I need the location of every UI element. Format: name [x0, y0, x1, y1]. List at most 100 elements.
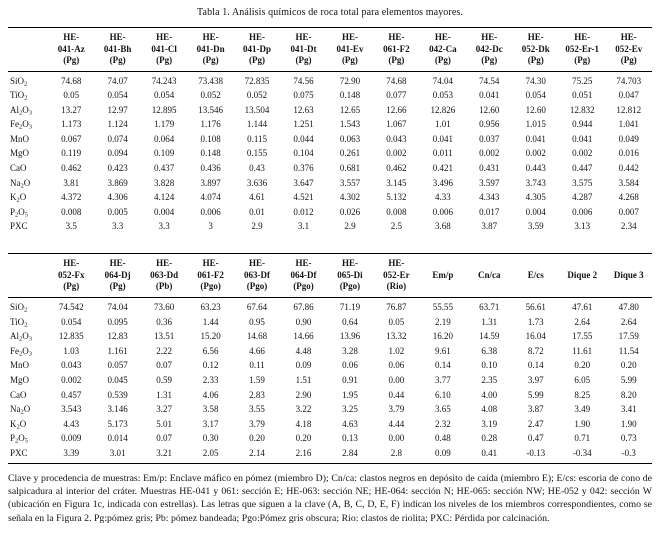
data-cell: 71.19 — [339, 301, 361, 312]
data-cell: 0.094 — [107, 148, 128, 159]
data-cell: 0.12 — [202, 360, 219, 371]
data-cell: 3.49 — [574, 404, 591, 415]
data-cell: 2.90 — [295, 389, 312, 400]
data-cell: 73.438 — [198, 75, 223, 86]
table-row: TiO2 0.05 0.054 0.054 0.052 0.052 0.075 0.148 0.… — [8, 88, 652, 103]
data-cell: 0.052 — [246, 90, 268, 101]
data-cell: 1.01 — [434, 119, 451, 130]
data-cell: 74.68 — [386, 75, 407, 86]
data-cell: 1.067 — [386, 119, 407, 130]
data-cell: 4.06 — [202, 389, 219, 400]
data-cell: 4.074 — [200, 192, 221, 203]
column-header: Cn/ca — [466, 253, 513, 298]
analysis-table-lower: HE- 052-Fx (Pg) HE- 064-Dj (Pg) HE- 063-Dd (Pb) H… — [8, 253, 652, 464]
data-cell: 4.305 — [525, 192, 546, 203]
column-header: Dique 3 — [605, 253, 652, 298]
table-row: P2O5 0.008 0.005 0.004 0.006 0.01 0.012 0.026 0.… — [8, 205, 652, 220]
data-cell: 12.812 — [616, 104, 642, 115]
row-label: MgO — [10, 148, 30, 159]
data-cell: 4.63 — [342, 418, 358, 429]
data-cell: 2.35 — [481, 374, 498, 385]
data-cell: 3.869 — [107, 177, 128, 188]
column-header: HE- 061-F2 (Pgo) — [187, 253, 234, 298]
data-cell: 17.59 — [618, 331, 639, 342]
row-label: K2O — [10, 418, 27, 431]
data-cell: 16.04 — [525, 331, 546, 342]
table-row: CaO 0.462 0.423 0.437 0.436 0.43 0.376 0.681 0.4… — [8, 161, 652, 176]
data-cell: 0.11 — [249, 360, 265, 371]
table-row: Fe2O3 1.03 1.161 2.22 6.56 4.66 4.48 3.28 1.02 9.… — [8, 344, 652, 359]
data-cell: 5.99 — [527, 389, 544, 400]
data-cell: 1.124 — [107, 119, 128, 130]
data-cell: 9.61 — [434, 345, 451, 356]
data-cell: 4.18 — [295, 418, 312, 429]
data-cell: -0.3 — [621, 447, 636, 458]
data-cell: 0.054 — [107, 90, 128, 101]
data-cell: 1.31 — [156, 389, 172, 400]
data-cell: 0.41 — [481, 447, 498, 458]
column-header: Em/p — [419, 253, 467, 298]
data-cell: 1.90 — [620, 418, 637, 429]
data-cell: 0.09 — [295, 360, 312, 371]
data-cell: 74.54 — [479, 75, 500, 86]
row-label: TiO2 — [10, 90, 28, 102]
data-cell: 0.48 — [434, 433, 451, 444]
data-cell: 0.006 — [432, 206, 453, 217]
data-cell: 0.44 — [388, 389, 405, 400]
data-cell: 0.64 — [342, 316, 358, 327]
data-cell: 0.05 — [388, 316, 405, 327]
data-cell: 0.009 — [61, 433, 82, 444]
row-label: MnO — [10, 133, 30, 144]
data-cell: 0.017 — [479, 206, 500, 217]
data-cell: 0.052 — [200, 90, 221, 101]
data-cell: 12.832 — [569, 104, 595, 115]
row-label: Fe2O3 — [10, 119, 32, 131]
data-cell: 3.543 — [61, 404, 82, 415]
data-cell: 0.20 — [249, 433, 265, 444]
data-cell: 3.496 — [432, 177, 453, 188]
data-cell: 0.442 — [618, 163, 639, 174]
data-cell: 16.20 — [432, 331, 453, 342]
data-cell: 12.65 — [339, 104, 361, 115]
data-cell: 4.521 — [293, 192, 314, 203]
data-cell: 0.20 — [574, 360, 591, 371]
header-row: HE- 041-Az (Pg) HE- 041-Bh (Pg) HE- 041-Cl (Pg) H… — [8, 27, 652, 72]
data-cell: 47.80 — [618, 301, 639, 312]
row-label: K2O — [10, 192, 27, 204]
data-cell: 0.06 — [342, 360, 358, 371]
data-cell: 3.39 — [63, 447, 80, 458]
data-cell: 0.037 — [479, 133, 500, 144]
data-cell: 3.01 — [109, 447, 126, 458]
data-cell: 1.251 — [293, 119, 314, 130]
data-cell: 0.43 — [249, 163, 265, 174]
data-cell: 3.97 — [527, 374, 544, 385]
data-cell: 4.306 — [107, 192, 128, 203]
data-cell: 3.146 — [107, 404, 128, 415]
data-cell: 0.012 — [293, 206, 314, 217]
data-cell: 0.148 — [339, 90, 361, 101]
data-cell: 0.457 — [61, 389, 82, 400]
data-cell: 0.047 — [618, 90, 639, 101]
data-cell: 5.132 — [386, 192, 407, 203]
data-cell: 0.064 — [154, 133, 175, 144]
data-cell: 13.51 — [154, 331, 175, 342]
data-cell: 12.60 — [479, 104, 500, 115]
data-cell: 11.54 — [618, 345, 639, 356]
data-cell: 3.87 — [527, 404, 544, 415]
data-cell: 1.51 — [295, 374, 312, 385]
data-cell: 3.5 — [65, 221, 77, 232]
column-header: HE- 041-Dp (Pg) — [233, 27, 281, 72]
data-cell: 6.56 — [202, 345, 219, 356]
data-cell: 2.8 — [390, 447, 403, 458]
column-header: HE- 064-Df (Pgo) — [280, 253, 327, 298]
data-cell: 3.743 — [525, 177, 546, 188]
data-cell: 3.145 — [386, 177, 407, 188]
data-cell: 0.681 — [339, 163, 361, 174]
data-cell: 0.054 — [154, 90, 175, 101]
data-cell: 0.01 — [249, 206, 265, 217]
data-cell: 76.87 — [386, 301, 407, 312]
analysis-table-upper: HE- 041-Az (Pg) HE- 041-Bh (Pg) HE- 041-Cl (Pg) H… — [8, 27, 652, 236]
data-cell: 4.33 — [434, 192, 451, 203]
data-cell: 6.05 — [574, 374, 591, 385]
data-cell: 0.71 — [574, 433, 591, 444]
